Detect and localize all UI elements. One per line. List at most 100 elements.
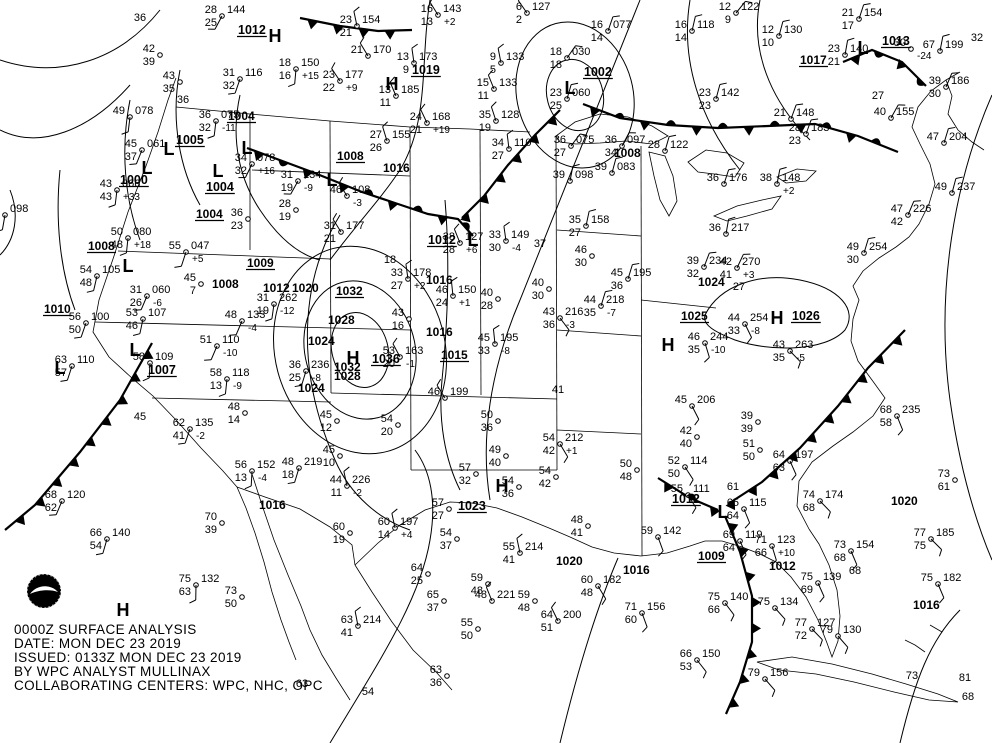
wind-barb-tick xyxy=(405,259,412,265)
wind-barb xyxy=(405,264,409,280)
station-circle xyxy=(546,286,552,292)
station-pressure: 128 xyxy=(501,109,519,121)
station-temp: 23 xyxy=(550,87,562,99)
wind-barb xyxy=(951,178,957,194)
station-dewpoint: 39 xyxy=(741,423,753,435)
isobar-label-text: 1028 xyxy=(334,369,361,383)
station-plot: 35 158 27 xyxy=(569,209,609,239)
station-plot: 52 114 50 xyxy=(668,455,708,486)
station-plot: 56 100 50 xyxy=(69,311,109,339)
station-temp: 16 xyxy=(591,19,603,31)
station-circle xyxy=(495,418,501,424)
isobar xyxy=(273,245,447,455)
station-dewpoint: 21 xyxy=(324,233,336,245)
station-temp: 63 xyxy=(296,678,308,690)
wind-barb-tick xyxy=(632,262,640,266)
wind-barb xyxy=(566,45,577,59)
wind-barb xyxy=(789,460,797,475)
station-temp: 50 xyxy=(111,226,123,238)
station-temp: 40 xyxy=(874,106,886,118)
station-temp: 16 xyxy=(421,3,433,15)
station-pressure: 130 xyxy=(843,624,861,636)
station-temp: 47 xyxy=(891,203,903,215)
station-plot: 39 098 xyxy=(553,163,593,184)
pressure-center-l: L 1012 xyxy=(427,230,479,250)
station-tendency: -10 xyxy=(223,348,238,359)
station-plot: 24 168 21 +19 xyxy=(410,103,450,136)
station-temp: 68 xyxy=(45,489,57,501)
wind-barb-tick xyxy=(129,163,137,166)
wind-barb xyxy=(250,470,253,487)
wind-barb-tick xyxy=(571,82,579,86)
station-plot: 48 221 xyxy=(475,581,515,604)
station-dewpoint: 17 xyxy=(842,20,854,32)
station-plot: 15 133 11 xyxy=(477,69,517,102)
station-temp: 73 xyxy=(906,670,918,682)
station-temp: 39 xyxy=(929,75,941,87)
station-temp: 43 xyxy=(163,70,175,82)
station-tendency: +15 xyxy=(302,71,319,82)
station-dewpoint: 48 xyxy=(581,587,593,599)
station-tendency: -2 xyxy=(353,488,362,499)
wind-barb-tick xyxy=(572,163,580,167)
station-pressure: 218 xyxy=(606,294,624,306)
station-temp: 64 xyxy=(541,609,553,621)
station-dewpoint: 41 xyxy=(341,627,353,639)
wind-barb xyxy=(743,508,751,524)
station-dewpoint: 35 xyxy=(163,83,175,95)
wind-barb xyxy=(102,538,108,554)
station-temp: 68 xyxy=(962,691,974,703)
wind-barb xyxy=(691,405,700,420)
wind-barb xyxy=(559,317,570,331)
wind-barb-tick xyxy=(411,43,418,49)
map-outline xyxy=(556,329,642,337)
station-circle xyxy=(347,530,353,536)
station-temp: 23 xyxy=(699,87,711,99)
station-plot: 16 143 13 +2 xyxy=(421,0,461,28)
station-plot: 77 127 72 xyxy=(795,617,835,647)
wind-barb-tick xyxy=(95,552,103,556)
station-plot: 60 182 48 xyxy=(581,574,621,606)
station-tendency: -6 xyxy=(153,298,162,309)
station-plot: 55 047 +5 xyxy=(169,240,209,268)
wind-barb xyxy=(566,84,572,100)
station-plot: 36 217 xyxy=(709,216,749,237)
geography-outlines xyxy=(92,71,985,703)
station-tendency: +9 xyxy=(346,83,358,94)
station-plot: 41 xyxy=(552,384,564,396)
map-outline xyxy=(556,229,642,237)
station-temp: 58 xyxy=(210,367,222,379)
station-dewpoint: 27 xyxy=(432,510,444,522)
wind-barb xyxy=(736,254,744,269)
station-plot: 32 xyxy=(971,32,983,44)
station-plot: 64 200 51 xyxy=(541,601,581,634)
wind-barb-tick xyxy=(353,6,360,12)
wind-barb-tick xyxy=(354,606,361,612)
wind-barb-tick xyxy=(844,647,849,654)
wind-barb xyxy=(691,16,696,32)
map-outline xyxy=(354,501,761,566)
isobar-label: 1016 xyxy=(383,161,410,175)
station-pressure: 221 xyxy=(497,589,515,601)
wind-barb xyxy=(817,582,825,597)
station-circle xyxy=(198,281,204,287)
station-circle xyxy=(757,447,763,453)
station-pressure: 108 xyxy=(352,184,370,196)
station-pressure: 182 xyxy=(603,574,621,586)
front-cold xyxy=(725,329,906,511)
pressure-center-letter: H xyxy=(269,26,282,46)
station-pressure: 110 xyxy=(514,137,532,149)
station-temp: 27 xyxy=(733,281,745,293)
station-plot: 23 140 21 xyxy=(828,37,868,68)
wind-barb-tick xyxy=(695,14,703,17)
wind-barb-tick xyxy=(955,176,963,180)
isobar-label: 1028 xyxy=(328,313,355,327)
isobar-label-text: 1016 xyxy=(623,563,650,577)
station-pressure: 078 xyxy=(257,152,275,164)
station-tendency: -10 xyxy=(711,345,726,356)
station-plot: 31 116 32 xyxy=(223,67,263,95)
station-pressure: 234 xyxy=(709,255,727,267)
